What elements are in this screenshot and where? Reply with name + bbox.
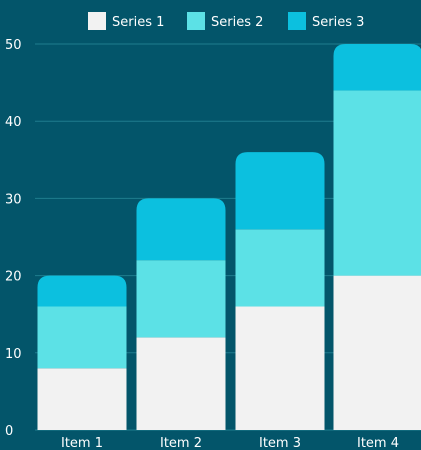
legend-item: Series 3 (288, 12, 364, 30)
bar-segment (333, 275, 421, 430)
bar-segment (235, 306, 325, 430)
axis-labels: 0 10 20 30 40 50 Item 1 Item 2 Item 3 Item 4 (5, 38, 399, 450)
y-tick-label: 10 (5, 347, 22, 362)
bar-segment (136, 337, 226, 430)
x-tick-label: Item 4 (357, 436, 399, 450)
y-tick-label: 30 (5, 192, 22, 207)
bar-segment (136, 260, 226, 338)
y-tick-label: 0 (5, 424, 13, 439)
legend-item: Series 1 (88, 12, 164, 30)
bar-segment (37, 275, 127, 307)
x-tick-label: Item 2 (160, 436, 202, 450)
bar-segment (235, 229, 325, 307)
legend-label: Series 2 (211, 15, 263, 30)
bars (37, 44, 421, 430)
legend: Series 1 Series 2 Series 3 (88, 12, 364, 30)
bar-segment (37, 306, 127, 369)
legend-swatch (187, 12, 205, 30)
y-tick-label: 40 (5, 115, 22, 130)
legend-swatch (88, 12, 106, 30)
x-tick-label: Item 3 (259, 436, 301, 450)
legend-item: Series 2 (187, 12, 263, 30)
legend-label: Series 1 (112, 15, 164, 30)
y-tick-label: 50 (5, 38, 22, 53)
bar-segment (235, 152, 325, 230)
bar-segment (37, 368, 127, 430)
legend-swatch (288, 12, 306, 30)
legend-label: Series 3 (312, 15, 364, 30)
bar-segment (333, 90, 421, 276)
y-tick-label: 20 (5, 270, 22, 285)
x-tick-label: Item 1 (61, 436, 103, 450)
bar-segment (333, 44, 421, 91)
bar-segment (136, 198, 226, 261)
